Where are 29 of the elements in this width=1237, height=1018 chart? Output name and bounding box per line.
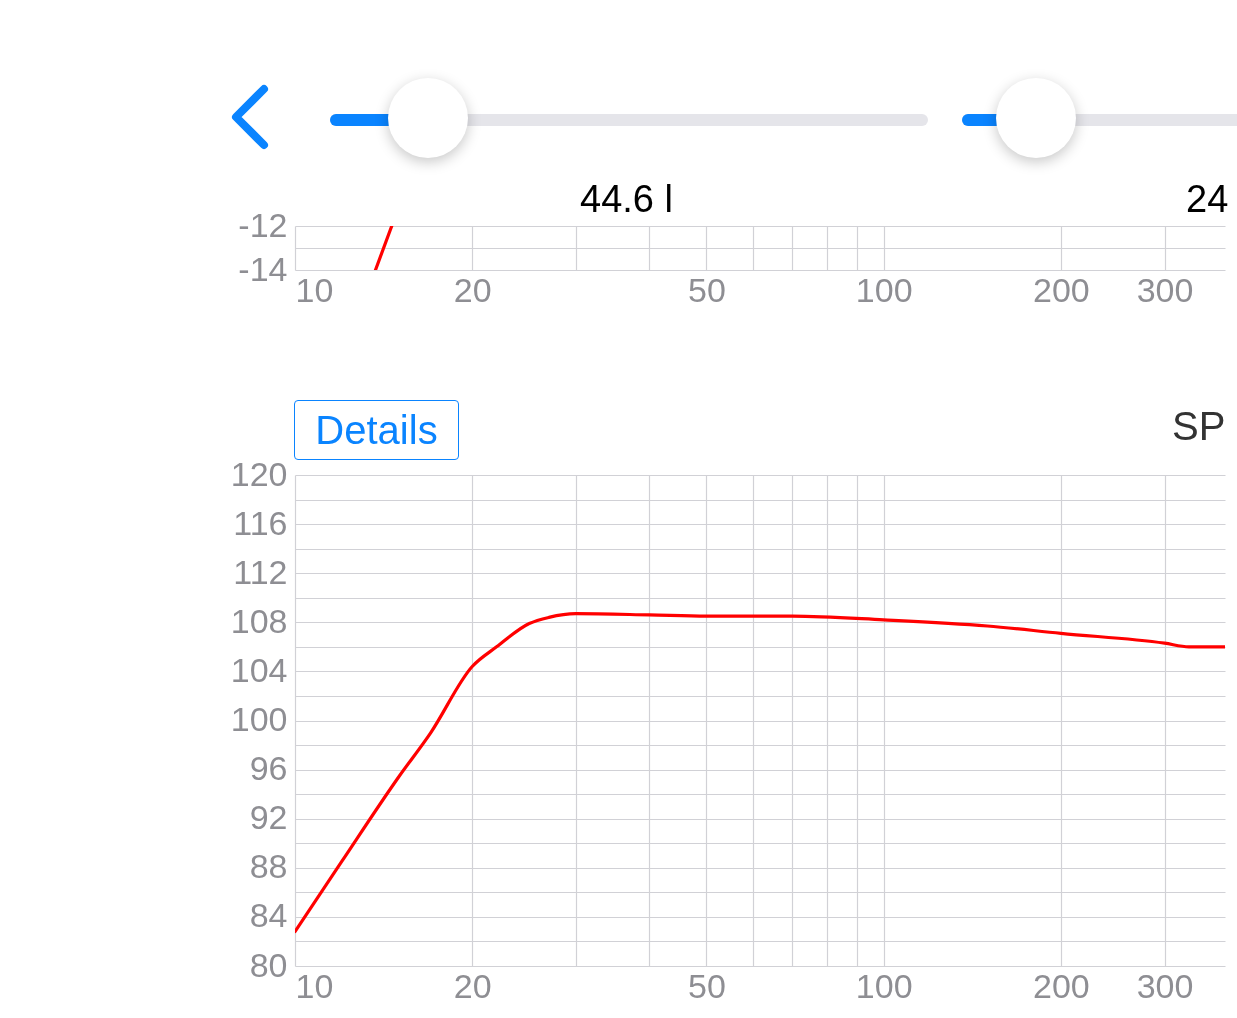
x-tick-label: 20 [453,966,492,1005]
y-tick-label: 104 [230,650,288,689]
y-tick-label: -14 [238,249,288,288]
y-tick-label: 100 [230,700,288,738]
text: Details [294,400,459,460]
x-tick-label: 200 [1033,966,1090,1005]
y-tick-label: 112 [233,552,288,591]
text: SP [1172,404,1226,449]
x-tick-label: 10 [295,270,334,309]
y-tick-label: 92 [249,798,288,837]
x-tick-label: 300 [1136,966,1194,1005]
x-tick-label: 200 [1033,270,1090,309]
y-tick-label: -12 [238,205,288,244]
y-tick-label: 88 [249,847,288,886]
y-tick-label: 120 [230,454,288,493]
x-tick-label: 300 [1136,270,1194,309]
x-tick-label: 20 [453,270,492,309]
y-tick-label: 80 [249,945,288,984]
y-tick-label: 108 [230,601,288,640]
y-tick-label: 116 [233,503,288,542]
x-tick-label: 100 [855,966,913,1005]
y-tick-label: 84 [249,896,288,935]
text: 44.6 l [580,178,673,221]
y-tick-label: 96 [249,749,288,788]
x-tick-label: 100 [855,270,913,309]
x-tick-label: 50 [688,270,726,309]
text: 24 [1186,178,1229,221]
x-tick-label: 50 [688,966,726,1005]
x-tick-label: 10 [295,966,334,1005]
